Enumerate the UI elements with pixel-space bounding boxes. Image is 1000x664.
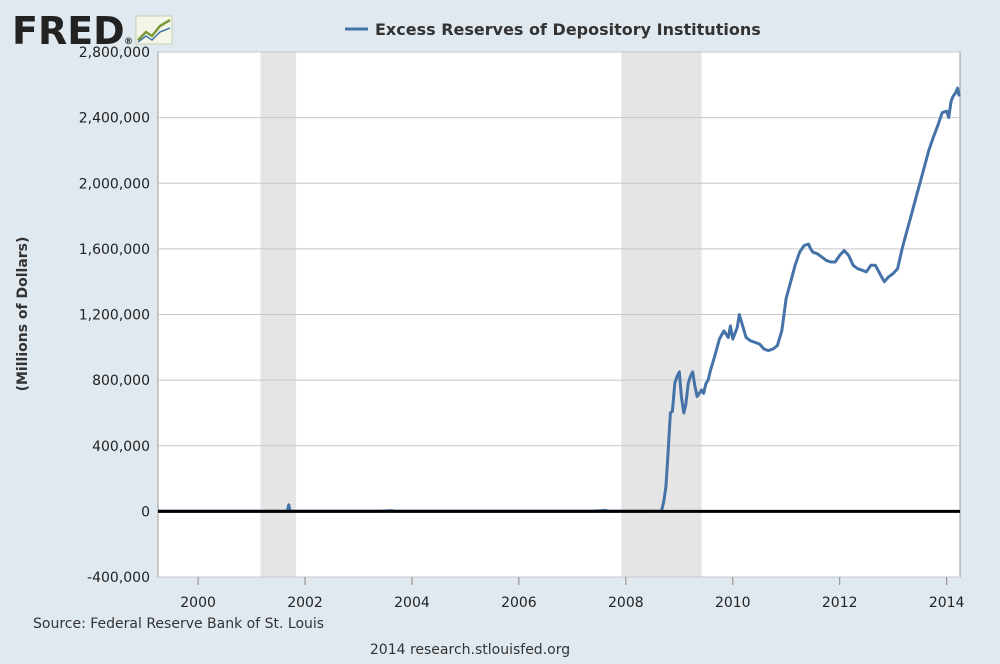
y-tick-label: 2,000,000 <box>79 176 150 192</box>
x-tick-label: 2012 <box>822 595 858 611</box>
x-tick-label: 2000 <box>180 595 216 611</box>
y-tick-label: 800,000 <box>92 373 150 389</box>
x-tick-label: 2002 <box>287 595 323 611</box>
x-tick-marks <box>197 577 948 585</box>
x-tick-label: 2006 <box>501 595 537 611</box>
y-tick-label: 1,600,000 <box>79 242 150 258</box>
x-tick-label: 2008 <box>608 595 644 611</box>
y-tick-label: 400,000 <box>92 439 150 455</box>
logo-graph-icon <box>135 15 173 45</box>
credit-note[interactable]: 2014 research.stlouisfed.org <box>370 642 570 658</box>
source-note: Source: Federal Reserve Bank of St. Loui… <box>33 616 324 632</box>
registered-mark: ® <box>124 37 133 47</box>
y-tick-label: 2,800,000 <box>79 45 150 61</box>
y-tick-labels: -400,000 0 400,000 800,000 1,200,000 1,600,00… <box>79 45 150 586</box>
y-tick-label: 0 <box>141 504 150 520</box>
legend: Excess Reserves of Depository Institutio… <box>345 20 761 39</box>
fred-logo[interactable]: FRED ® <box>12 9 173 53</box>
x-tick-label: 2010 <box>715 595 751 611</box>
x-tick-labels: 2000 2002 2004 2006 2008 2010 2012 2014 <box>180 595 964 611</box>
y-tick-label: 2,400,000 <box>79 111 150 127</box>
x-tick-label: 2004 <box>394 595 430 611</box>
y-tick-label: 1,200,000 <box>79 308 150 324</box>
fred-logo-text: FRED <box>12 9 125 53</box>
y-axis-label: (Millions of Dollars) <box>15 237 31 392</box>
x-tick-label: 2014 <box>929 595 965 611</box>
legend-label: Excess Reserves of Depository Institutio… <box>375 20 761 39</box>
y-tick-label: -400,000 <box>87 570 150 586</box>
